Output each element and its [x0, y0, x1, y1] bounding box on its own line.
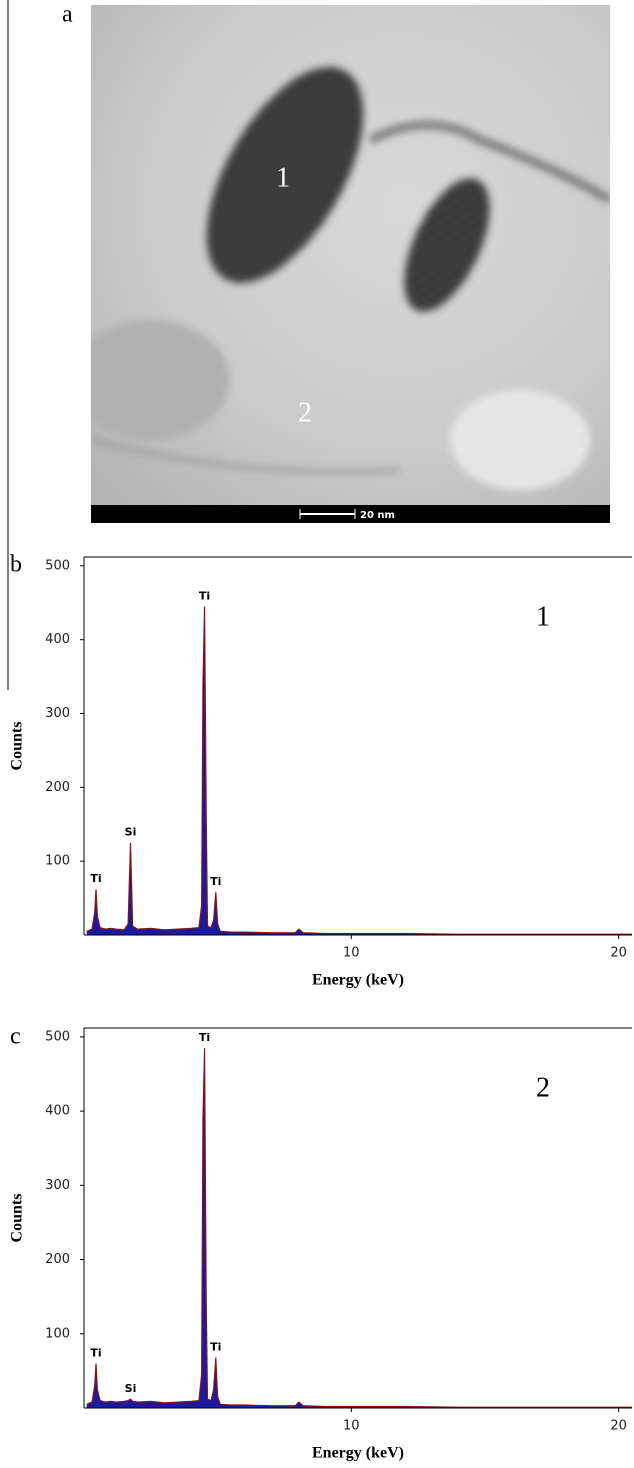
peak-label: Ti [199, 589, 210, 602]
peak-label: Si [125, 826, 137, 839]
peak-label: Ti [210, 875, 221, 888]
peak-label: Ti [210, 1341, 221, 1354]
y-axis-label: Counts [9, 722, 26, 771]
y-tick-label: 500 [45, 1029, 70, 1044]
panel-label: 1 [536, 601, 550, 632]
y-tick-label: 500 [45, 558, 70, 573]
y-axis-label: Counts [9, 1194, 26, 1243]
image-marker: 1 [276, 162, 290, 193]
y-tick-label: 400 [45, 1104, 70, 1119]
spectrum-area [86, 1048, 633, 1408]
spectrum-line [86, 1048, 632, 1408]
peak-label: Ti [90, 1346, 101, 1359]
peak-label: Ti [199, 1031, 210, 1044]
y-tick-label: 100 [45, 1326, 70, 1341]
tem-image [91, 5, 610, 505]
x-tick-label: 20 [610, 1419, 627, 1434]
y-tick-label: 400 [45, 632, 70, 647]
x-axis-label: Energy (keV) [312, 972, 404, 989]
panel-label: 2 [536, 1072, 550, 1103]
panel-letter: c [10, 1024, 21, 1050]
peak-label: Si [125, 1382, 137, 1395]
spectrum-area [86, 606, 633, 935]
x-tick-label: 20 [610, 946, 627, 961]
x-tick-label: 10 [343, 1419, 360, 1434]
y-tick-label: 300 [45, 706, 70, 721]
spectrum-line [86, 606, 632, 935]
x-tick-label: 10 [343, 946, 360, 961]
peak-label: Ti [90, 872, 101, 885]
y-tick-label: 100 [45, 854, 70, 869]
x-axis-label: Energy (keV) [312, 1445, 404, 1462]
y-tick-label: 200 [45, 780, 70, 795]
image-marker: 2 [298, 397, 312, 428]
y-tick-label: 200 [45, 1252, 70, 1267]
panel-letter: b [10, 552, 22, 578]
scale-label: 20 nm [360, 510, 395, 521]
panel-letter: a [62, 2, 73, 28]
y-tick-label: 300 [45, 1178, 70, 1193]
